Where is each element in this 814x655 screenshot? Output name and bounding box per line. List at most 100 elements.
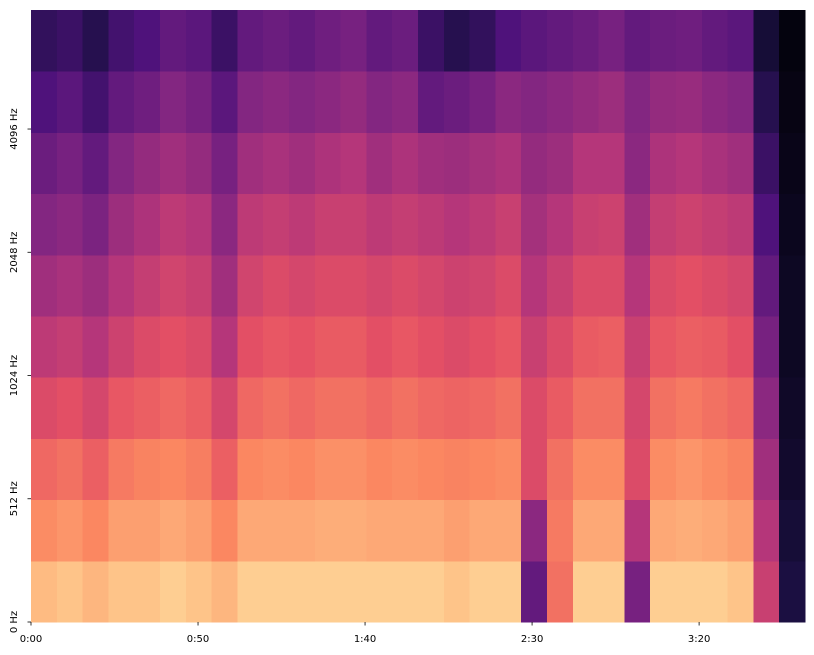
spectrogram-cell	[443, 193, 471, 256]
spectrogram-cell	[701, 10, 729, 72]
spectrogram-cell	[185, 193, 213, 256]
spectrogram-cell	[108, 71, 135, 133]
spectrogram-cell	[211, 499, 238, 562]
spectrogram-cell	[211, 10, 238, 72]
spectrogram-cell	[263, 132, 290, 195]
spectrogram-cell	[727, 132, 754, 195]
spectrogram-cell	[314, 316, 342, 378]
spectrogram-cell	[521, 438, 548, 501]
spectrogram-cell	[753, 377, 780, 439]
spectrogram-cell	[469, 132, 496, 195]
spectrogram-cell	[598, 71, 625, 133]
spectrogram-cell	[418, 377, 445, 439]
spectrogram-cell	[108, 316, 135, 378]
spectrogram-cell	[185, 254, 213, 317]
spectrogram-cell	[650, 377, 677, 439]
spectrogram-cell	[521, 377, 548, 439]
spectrogram-cell	[160, 438, 187, 501]
spectrogram-cell	[701, 438, 729, 501]
spectrogram-cell	[779, 10, 806, 72]
spectrogram-cell	[82, 10, 109, 72]
spectrogram-cell	[495, 71, 522, 133]
spectrogram-cell	[650, 560, 677, 623]
spectrogram-cell	[289, 438, 316, 501]
spectrogram-cell	[160, 499, 187, 562]
spectrogram-cell	[469, 71, 496, 133]
spectrogram-cell	[753, 499, 780, 562]
spectrogram-cell	[340, 132, 367, 195]
spectrogram-cell	[237, 254, 264, 317]
spectrogram-cell	[650, 132, 677, 195]
spectrogram-cell	[392, 438, 419, 501]
spectrogram-cell	[289, 254, 316, 317]
spectrogram-cell	[443, 316, 471, 378]
spectrogram-cell	[82, 560, 109, 623]
spectrogram-cell	[56, 316, 84, 378]
spectrogram-cell	[82, 254, 109, 317]
spectrogram-cell	[31, 377, 58, 439]
spectrogram-cell	[263, 193, 290, 256]
spectrogram-cell	[779, 132, 806, 195]
spectrogram-cell	[418, 254, 445, 317]
spectrogram-cell	[495, 193, 522, 256]
spectrogram-cell	[56, 10, 84, 72]
spectrogram-cell	[56, 438, 84, 501]
spectrogram-cell	[82, 377, 109, 439]
spectrogram-cell	[211, 71, 238, 133]
spectrogram-cell	[753, 560, 780, 623]
spectrogram-cell	[31, 193, 58, 256]
spectrogram-cell	[211, 438, 238, 501]
spectrogram-cell	[211, 316, 238, 378]
spectrogram-cell	[650, 193, 677, 256]
spectrogram-cell	[650, 10, 677, 72]
spectrogram-cell	[495, 438, 522, 501]
spectrogram-cell	[392, 316, 419, 378]
spectrogram-cell	[340, 499, 367, 562]
spectrogram-cell	[701, 132, 729, 195]
spectrogram-cell	[572, 377, 600, 439]
spectrogram-cell	[521, 560, 548, 623]
spectrogram-cell	[314, 499, 342, 562]
spectrogram-cell	[31, 71, 58, 133]
spectrogram-cell	[366, 193, 393, 256]
spectrogram-cell	[134, 10, 161, 72]
y-tick-label: 4096 Hz	[9, 108, 20, 149]
spectrogram-cell	[185, 560, 213, 623]
spectrogram-cell	[314, 10, 342, 72]
spectrogram-cell	[443, 377, 471, 439]
spectrogram-cell	[108, 193, 135, 256]
spectrogram-cell	[753, 132, 780, 195]
spectrogram-cell	[443, 132, 471, 195]
spectrogram-cell	[160, 377, 187, 439]
spectrogram-cell	[624, 71, 651, 133]
spectrogram-cell	[469, 193, 496, 256]
spectrogram-cell	[340, 10, 367, 72]
spectrogram-cell	[701, 193, 729, 256]
spectrogram-cell	[108, 438, 135, 501]
spectrogram-cell	[418, 193, 445, 256]
spectrogram-cell	[443, 254, 471, 317]
spectrogram-cell	[366, 499, 393, 562]
spectrogram-cell	[160, 71, 187, 133]
spectrogram-cell	[598, 499, 625, 562]
spectrogram-cell	[314, 193, 342, 256]
spectrogram-cell	[263, 560, 290, 623]
spectrogram-cell	[263, 10, 290, 72]
spectrogram-cell	[340, 560, 367, 623]
spectrogram-cell	[392, 193, 419, 256]
spectrogram-cell	[366, 10, 393, 72]
y-tick-label: 1024 Hz	[9, 355, 20, 396]
spectrogram-cell	[263, 499, 290, 562]
spectrogram-cell	[108, 132, 135, 195]
spectrogram-cell	[340, 438, 367, 501]
spectrogram-cell	[650, 316, 677, 378]
spectrogram-cell	[185, 377, 213, 439]
spectrogram-cell	[211, 254, 238, 317]
spectrogram-cell	[289, 10, 316, 72]
spectrogram-cell	[418, 10, 445, 72]
spectrogram-cell	[701, 499, 729, 562]
spectrogram-cell	[366, 316, 393, 378]
spectrogram-cell	[211, 193, 238, 256]
spectrogram-cell	[701, 254, 729, 317]
